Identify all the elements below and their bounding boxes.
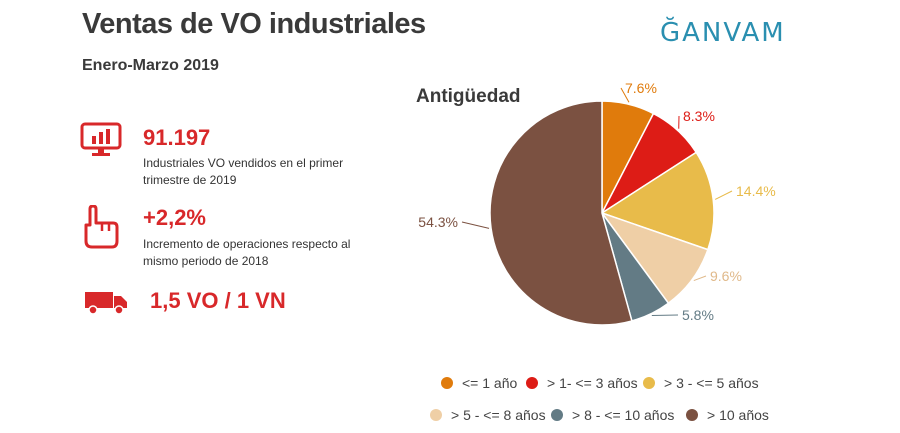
legend-swatch	[430, 409, 442, 421]
pie-label-5: 54.3%	[418, 214, 458, 230]
pie-leader-5	[461, 221, 490, 229]
stat-ratio-value: 1,5 VO / 1 VN	[150, 288, 286, 313]
legend-swatch	[643, 377, 655, 389]
legend-label: > 10 años	[707, 407, 769, 423]
pie-label-0: 7.6%	[625, 80, 657, 96]
stat-sold-value: 91.197	[143, 125, 211, 150]
stat-increase-desc: Incremento de operaciones respecto al mi…	[143, 236, 363, 270]
pie-slice-5	[489, 100, 633, 326]
page-title: Ventas de VO industriales	[82, 8, 426, 40]
stat-increase-value: +2,2%	[143, 205, 206, 230]
legend-label: > 5 - <= 8 años	[451, 407, 546, 423]
pie-slice-2	[600, 151, 715, 251]
stat-sold-desc-line2: trimestre de 2019	[143, 173, 237, 187]
pie-label-2: 14.4%	[736, 183, 776, 199]
legend-label: > 3 - <= 5 años	[664, 375, 759, 391]
legend-swatch	[441, 377, 453, 389]
legend-item-5to8: > 5 - <= 8 años	[430, 407, 546, 423]
stat-increase-desc-line2: mismo periodo de 2018	[143, 254, 269, 268]
pie-leader-2	[714, 190, 733, 200]
legend-item-le1: <= 1 año	[441, 375, 517, 391]
pointing-hand-icon	[84, 205, 119, 249]
legend-item-1to3: > 1- <= 3 años	[526, 375, 638, 391]
chart-title: Antigüedad	[416, 86, 521, 107]
legend-swatch	[526, 377, 538, 389]
legend-item-3to5: > 3 - <= 5 años	[643, 375, 759, 391]
legend-swatch	[686, 409, 698, 421]
pie-leader-3	[693, 275, 707, 282]
legend-item-8to10: > 8 - <= 10 años	[551, 407, 674, 423]
legend-swatch	[551, 409, 563, 421]
legend-label: > 1- <= 3 años	[547, 375, 638, 391]
legend-item-gt10: > 10 años	[686, 407, 769, 423]
pie-label-3: 9.6%	[710, 268, 742, 284]
truck-icon	[85, 292, 127, 315]
page-subtitle: Enero-Marzo 2019	[82, 57, 219, 74]
pie-label-1: 8.3%	[683, 108, 715, 124]
legend-label: <= 1 año	[462, 375, 518, 391]
pie-leader-4	[651, 314, 679, 317]
monitor-chart-icon	[80, 122, 122, 156]
pie-leader-0	[620, 87, 630, 103]
pie-label-4: 5.8%	[682, 307, 714, 323]
ganvam-logo: ĞANVAM	[660, 18, 786, 48]
stat-increase-desc-line1: Incremento de operaciones respecto al	[143, 237, 351, 251]
legend-label: > 8 - <= 10 años	[572, 407, 675, 423]
stat-sold-desc-line1: Industriales VO vendidos en el primer	[143, 156, 344, 170]
stat-sold-desc: Industriales VO vendidos en el primer tr…	[143, 155, 363, 189]
